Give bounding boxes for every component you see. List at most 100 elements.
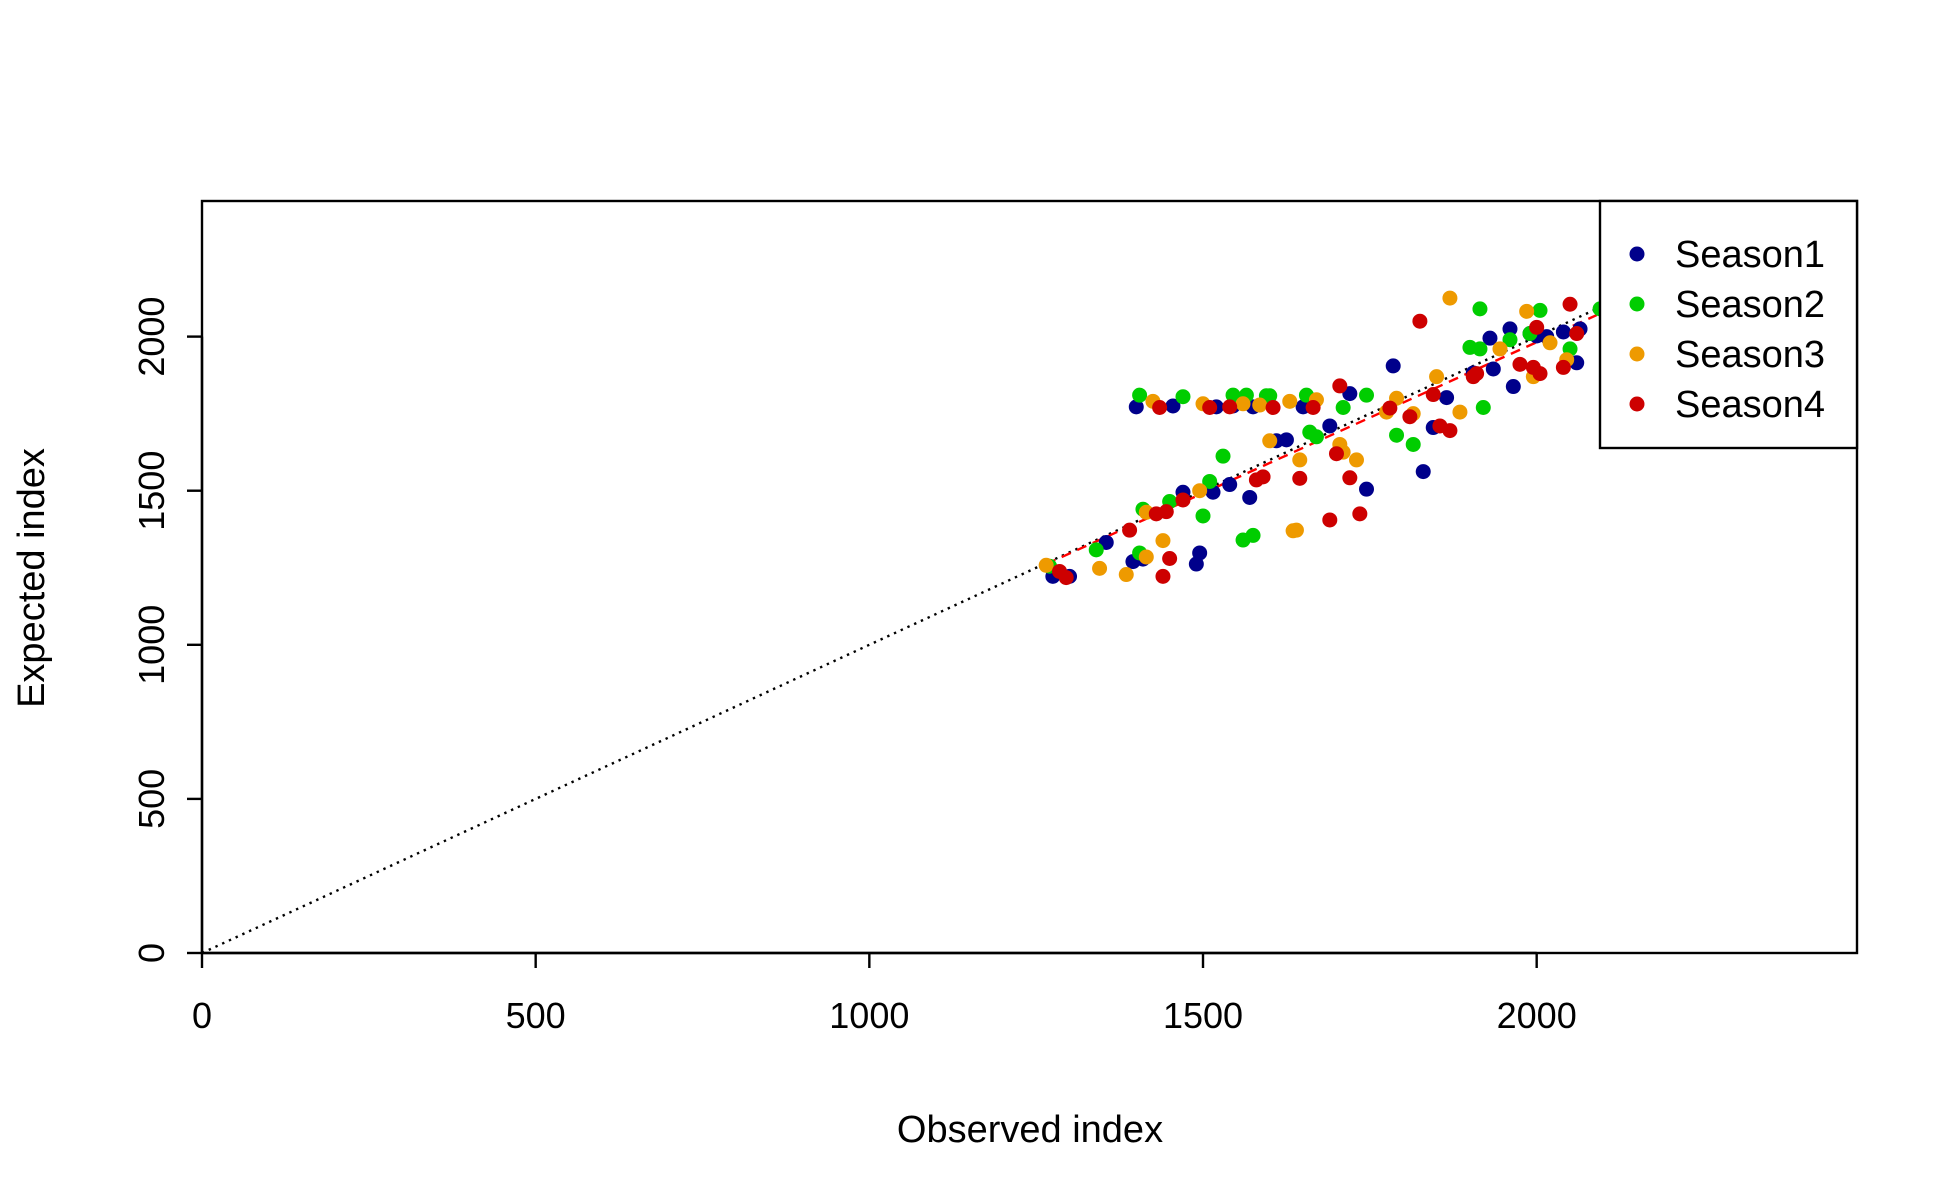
y-tick-label: 2000 [131, 297, 172, 377]
reference-line [201, 304, 1604, 955]
data-point [1265, 399, 1281, 415]
data-point [1412, 313, 1428, 329]
legend-marker [1629, 346, 1645, 362]
data-point [1385, 358, 1401, 374]
data-point [1452, 404, 1468, 420]
x-tick-label: 500 [506, 995, 566, 1036]
data-point [1502, 321, 1518, 337]
data-point [1262, 388, 1278, 404]
data-point [1519, 303, 1535, 319]
data-point [1245, 527, 1261, 543]
data-point [1555, 359, 1571, 375]
legend-label: Season2 [1675, 284, 1825, 326]
data-point [1472, 341, 1488, 357]
y-tick-label: 1000 [131, 605, 172, 685]
data-point [1128, 399, 1144, 415]
data-point [1505, 379, 1521, 395]
data-point [1252, 397, 1268, 413]
legend: Season1 Season2 Season3 Season4 [1598, 199, 1859, 450]
data-point [1092, 560, 1108, 576]
data-point [1155, 568, 1171, 584]
data-point [1389, 427, 1405, 443]
data-point [1058, 570, 1074, 586]
data-point [1222, 477, 1238, 493]
data-point [1122, 522, 1138, 538]
y-axis-title: Expected index [11, 448, 53, 708]
data-point [1348, 452, 1364, 468]
data-point [1555, 324, 1571, 340]
data-point [1305, 399, 1321, 415]
data-point [1175, 389, 1191, 405]
data-point [1225, 387, 1241, 403]
data-point [1482, 330, 1498, 346]
legend-marker [1629, 246, 1645, 262]
data-point [1405, 436, 1421, 452]
data-point [1155, 533, 1171, 549]
data-point [1192, 483, 1208, 499]
series-season4 [1052, 296, 1585, 586]
data-point [1562, 296, 1578, 312]
x-tick-label: 1000 [829, 995, 909, 1036]
x-tick-label: 0 [192, 995, 212, 1036]
data-point [1292, 470, 1308, 486]
data-point [1415, 464, 1431, 480]
data-point [1425, 387, 1441, 403]
data-point [1175, 492, 1191, 508]
data-point [1278, 432, 1294, 448]
data-point [1332, 378, 1348, 394]
data-point [1469, 366, 1485, 382]
y-axis: 0 500 1000 1500 2000 [131, 297, 204, 963]
data-point [1308, 429, 1324, 445]
data-point [1322, 418, 1338, 434]
x-tick-label: 1500 [1163, 995, 1243, 1036]
y-tick-label: 0 [131, 943, 172, 963]
y-tick-label: 1500 [131, 451, 172, 531]
data-point [1359, 481, 1375, 497]
data-point [1088, 542, 1104, 558]
data-point [1359, 387, 1375, 403]
x-axis: 0 500 1000 1500 2000 [192, 951, 1577, 1036]
data-point [1322, 512, 1338, 528]
data-point [1202, 473, 1218, 489]
data-point [1235, 396, 1251, 412]
data-point [1502, 332, 1518, 348]
data-point [1429, 369, 1445, 385]
data-point [1138, 549, 1154, 565]
x-tick-label: 2000 [1497, 995, 1577, 1036]
data-point [1529, 319, 1545, 335]
data-point [1442, 423, 1458, 439]
data-point [1195, 508, 1211, 524]
data-point [1439, 390, 1455, 406]
data-point [1192, 545, 1208, 561]
data-point [1242, 489, 1258, 505]
legend-label: Season3 [1675, 334, 1825, 376]
data-point [1118, 567, 1134, 583]
x-axis-title: Observed index [897, 1109, 1163, 1151]
data-point [1475, 399, 1491, 415]
data-point [1512, 356, 1528, 372]
legend-label: Season4 [1675, 384, 1825, 426]
data-point [1255, 469, 1271, 485]
data-point [1335, 399, 1351, 415]
data-point [1132, 387, 1148, 403]
series-season1 [1045, 321, 1588, 584]
data-point [1532, 302, 1548, 318]
reference-line-layer [201, 304, 1604, 955]
data-point [1532, 366, 1548, 382]
data-point [1442, 290, 1458, 306]
data-point [1352, 506, 1368, 522]
data-point [1402, 409, 1418, 425]
data-point [1485, 361, 1501, 377]
data-point [1262, 433, 1278, 449]
data-point [1038, 557, 1054, 573]
data-point [1288, 522, 1304, 538]
data-point [1342, 470, 1358, 486]
data-point [1222, 399, 1238, 415]
data-point [1492, 341, 1508, 357]
data-point [1542, 335, 1558, 351]
data-point [1569, 326, 1585, 342]
legend-marker [1629, 296, 1645, 312]
data-point [1292, 452, 1308, 468]
data-point [1328, 446, 1344, 462]
